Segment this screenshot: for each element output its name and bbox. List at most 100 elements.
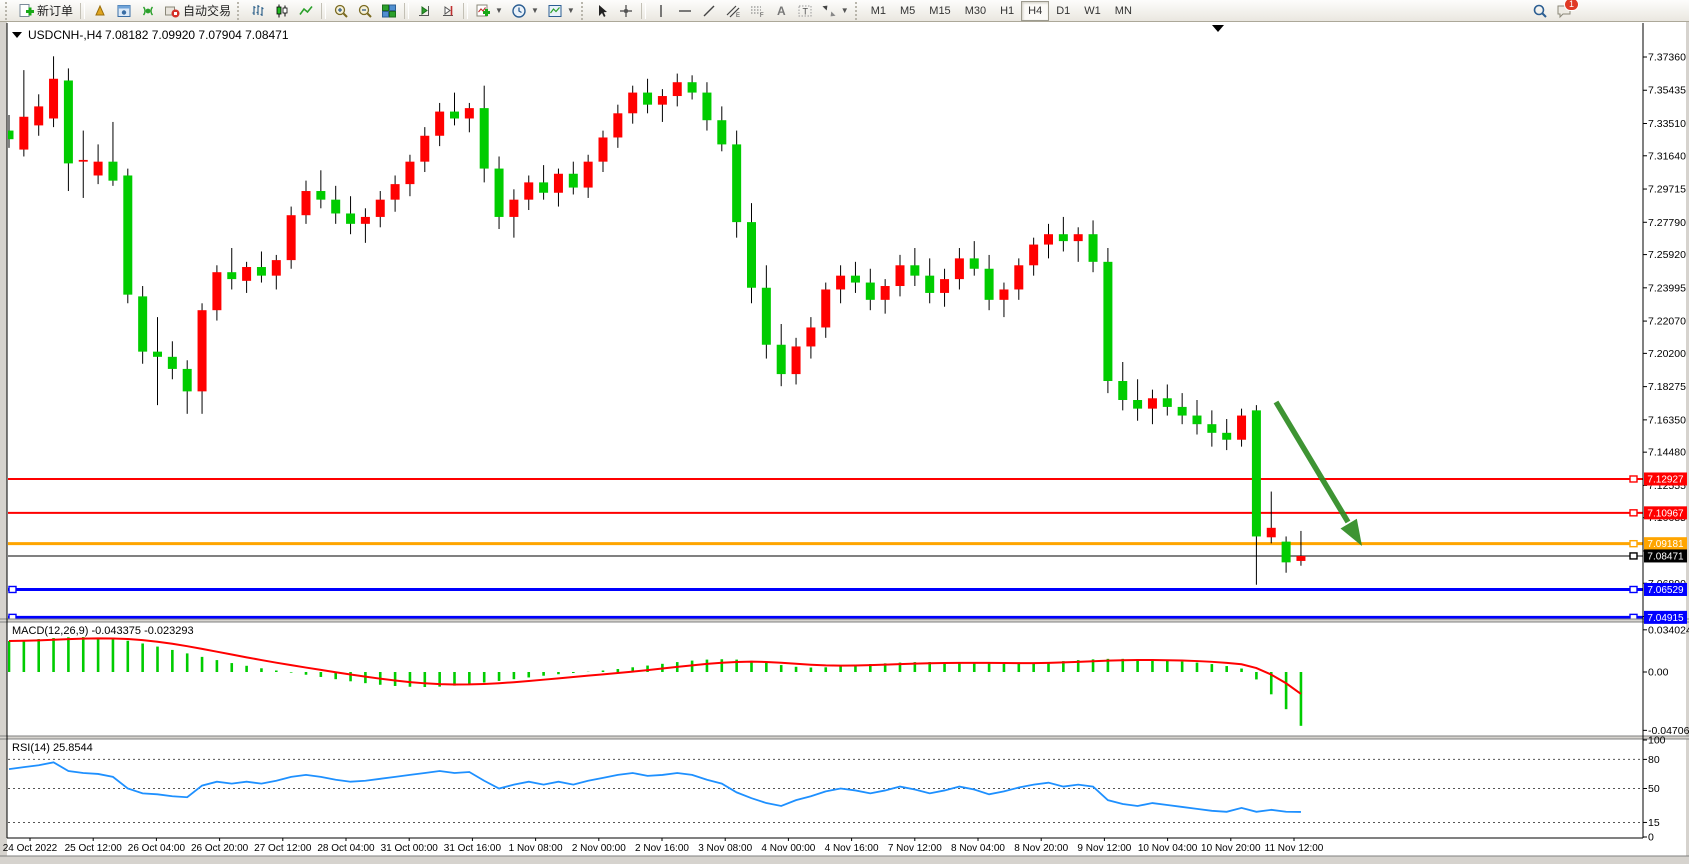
candlestick-chart-button[interactable] <box>270 0 294 22</box>
price-badge-7.09181: 7.09181 <box>1644 537 1687 551</box>
candle-body <box>435 111 445 136</box>
candle-body <box>19 116 29 150</box>
line-chart-button[interactable] <box>294 0 318 22</box>
pane-separator[interactable] <box>0 619 1689 622</box>
candle-body <box>598 137 608 162</box>
symbol-dropdown-icon[interactable] <box>12 32 22 38</box>
time-tick-label: 11 Nov 12:00 <box>1265 843 1324 854</box>
crosshair-tool-button[interactable] <box>614 0 638 22</box>
timeframe-button-w1[interactable]: W1 <box>1084 4 1101 17</box>
candle-body <box>1133 400 1143 409</box>
profile-button[interactable] <box>112 0 136 22</box>
candle-body <box>49 78 59 119</box>
timeframe-button-d1[interactable]: D1 <box>1056 4 1071 17</box>
trend-arrow-object[interactable] <box>1273 400 1362 546</box>
chart-shift-button[interactable] <box>436 0 460 22</box>
price-badge-7.08471: 7.08471 <box>1644 549 1687 563</box>
autotrading-button[interactable]: 自动交易 <box>160 0 235 22</box>
candle-body <box>167 356 177 369</box>
candle-body <box>553 173 563 193</box>
hline-anchor[interactable] <box>1629 552 1638 560</box>
horizontal-line-tool-button[interactable] <box>673 0 697 22</box>
auto-scroll-button[interactable] <box>412 0 436 22</box>
hline-anchor[interactable] <box>8 585 17 594</box>
svg-text:7.06529: 7.06529 <box>1647 585 1684 596</box>
text-label-tool-button[interactable]: T <box>793 0 817 22</box>
timeframe-button-m30[interactable]: M30 <box>964 4 987 17</box>
timeframe-button-m15[interactable]: M15 <box>929 4 951 17</box>
price-tick-label: 7.25920 <box>1648 249 1686 261</box>
candle-body <box>910 265 920 276</box>
time-tick-label: 2 Nov 16:00 <box>635 843 689 854</box>
periods-caret-icon: ▼ <box>530 6 539 15</box>
candle-body <box>672 82 682 97</box>
candle-body <box>138 296 148 352</box>
price-badge-7.10967: 7.10967 <box>1644 506 1687 520</box>
svg-text:7.08471: 7.08471 <box>1647 551 1684 562</box>
indicators-button[interactable]: ▼ <box>471 0 507 22</box>
hline-7.09181[interactable] <box>8 539 1643 548</box>
candle-body <box>539 182 549 193</box>
time-tick-label: 10 Nov 04:00 <box>1138 843 1198 854</box>
periods-button[interactable]: ▼ <box>507 0 543 22</box>
fibonacci-icon: F <box>750 6 764 19</box>
text-icon: A <box>777 4 786 18</box>
candle-body <box>732 144 742 223</box>
hline-anchor[interactable] <box>1629 475 1638 483</box>
market-watch-button[interactable] <box>88 0 112 22</box>
timeframe-button-m1[interactable]: M1 <box>870 4 886 17</box>
vertical-line-icon <box>660 4 662 17</box>
candle-body <box>242 267 252 281</box>
macd-label: MACD(12,26,9) -0.043375 -0.023293 <box>12 625 194 637</box>
arrows-tool-button[interactable]: ▼ <box>817 0 853 22</box>
chart-marker-triangle[interactable] <box>1212 25 1224 32</box>
candle-body <box>256 267 266 276</box>
pane-separator[interactable] <box>0 736 1689 739</box>
text-tool-button[interactable]: A <box>769 0 793 22</box>
toolbar-grip <box>5 1 12 20</box>
candle-body <box>63 80 73 164</box>
timeframe-button-h1[interactable]: H1 <box>1000 4 1015 17</box>
timeframe-button-m5[interactable]: M5 <box>900 4 916 17</box>
price-tick-label: 7.16350 <box>1648 414 1686 426</box>
bar-chart-button[interactable] <box>246 0 270 22</box>
price-tick-label: 7.20200 <box>1648 348 1686 360</box>
rsi-axis-label: 100 <box>1648 735 1666 747</box>
rsi-line <box>8 761 1301 813</box>
hline-anchor[interactable] <box>1629 539 1638 548</box>
signals-button[interactable] <box>136 0 160 22</box>
ohlc-quote-label: 7.08182 7.09920 7.07904 7.08471 <box>105 28 289 42</box>
equidistant-channel-tool-button[interactable]: E <box>721 0 745 22</box>
candle-body <box>301 191 311 216</box>
chart-background[interactable] <box>7 22 1686 856</box>
fibonacci-tool-button[interactable]: F <box>745 0 769 22</box>
timeframe-button-h4[interactable]: H4 <box>1021 0 1050 21</box>
price-tick-label: 7.23995 <box>1648 282 1686 294</box>
hline-anchor[interactable] <box>1629 509 1638 517</box>
hline-7.10967[interactable] <box>8 509 1643 517</box>
trendline-tool-button[interactable] <box>697 0 721 22</box>
new-order-button[interactable]: 新订单 <box>14 0 77 22</box>
hline-7.08471[interactable] <box>8 552 1643 560</box>
svg-text:A: A <box>777 4 786 18</box>
chart-canvas[interactable]: 7.37360 7.35435 7.33510 7.31640 7.29715 7.277… <box>0 22 1689 864</box>
templates-button[interactable]: ▼ <box>543 0 579 22</box>
chart-window[interactable]: 7.37360 7.35435 7.33510 7.31640 7.29715 7.277… <box>0 22 1689 864</box>
time-tick-label: 3 Nov 08:00 <box>698 843 752 854</box>
hline-7.06529[interactable] <box>8 585 1643 594</box>
svg-text:F: F <box>760 13 764 19</box>
search-button[interactable] <box>1528 0 1552 22</box>
tile-windows-button[interactable] <box>377 0 401 22</box>
candle-body <box>1073 234 1083 242</box>
zoom-out-button[interactable] <box>353 0 377 22</box>
candle-body <box>568 173 578 188</box>
chat-button[interactable]: 1 <box>1552 0 1579 22</box>
hline-anchor[interactable] <box>1629 585 1638 594</box>
time-axis[interactable]: 24 Oct 2022 25 Oct 12:00 26 Oct 04:00 26 Oc… <box>3 838 1324 854</box>
zoom-in-button[interactable] <box>329 0 353 22</box>
hline-7.12927[interactable] <box>8 475 1643 483</box>
vertical-line-tool-button[interactable] <box>649 0 673 22</box>
cursor-tool-button[interactable] <box>590 0 614 22</box>
timeframe-button-mn[interactable]: MN <box>1114 4 1132 17</box>
